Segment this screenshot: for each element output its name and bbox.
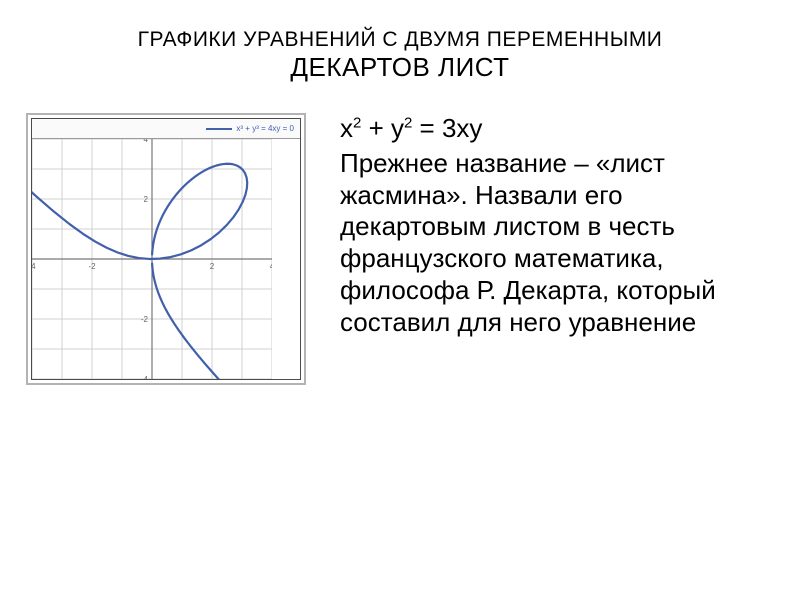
chart-container: x³ + y³ = 4xy = 0 -4 -2 2 4 -4 -2 2 4 — [26, 113, 306, 385]
legend-label: x³ + y³ = 4xy = 0 — [236, 124, 294, 133]
content-row: x³ + y³ = 4xy = 0 -4-224-4-224 х2 + у2 =… — [36, 113, 764, 385]
svg-text:-2: -2 — [141, 315, 149, 324]
svg-text:2: 2 — [144, 195, 149, 204]
eq-equals: = — [412, 113, 442, 143]
chart-inner-frame: x³ + y³ = 4xy = 0 -4 -2 2 4 -4 -2 2 4 — [31, 118, 301, 380]
svg-text:-4: -4 — [141, 375, 149, 379]
eq-rhs: 3ху — [442, 113, 482, 143]
chart-legend: x³ + y³ = 4xy = 0 — [32, 119, 300, 139]
eq-plus: + — [361, 113, 391, 143]
title-line-1: ГРАФИКИ УРАВНЕНИЙ С ДВУМЯ ПЕРЕМЕННЫМИ — [36, 28, 764, 52]
title-line-2: ДЕКАРТОВ ЛИСТ — [36, 52, 764, 83]
eq-term2-base: у — [391, 113, 404, 143]
svg-text:4: 4 — [270, 262, 272, 271]
equation: х2 + у2 = 3ху — [340, 113, 764, 144]
chart-outer-frame: x³ + y³ = 4xy = 0 -4 -2 2 4 -4 -2 2 4 — [26, 113, 306, 385]
svg-text:2: 2 — [210, 262, 215, 271]
text-column: х2 + у2 = 3ху Прежнее название – «лист ж… — [306, 113, 764, 338]
svg-text:-2: -2 — [88, 262, 96, 271]
svg-text:4: 4 — [144, 139, 149, 144]
body-text: Прежнее название – «лист жасмина». Назва… — [340, 148, 764, 338]
legend-swatch-icon — [206, 128, 232, 130]
folium-chart: -4 -2 2 4 -4 -2 2 4 — [32, 139, 272, 379]
eq-term1-base: х — [340, 113, 353, 143]
slide-title: ГРАФИКИ УРАВНЕНИЙ С ДВУМЯ ПЕРЕМЕННЫМИ ДЕ… — [36, 28, 764, 83]
slide: ГРАФИКИ УРАВНЕНИЙ С ДВУМЯ ПЕРЕМЕННЫМИ ДЕ… — [0, 0, 800, 600]
svg-text:-4: -4 — [32, 262, 36, 271]
